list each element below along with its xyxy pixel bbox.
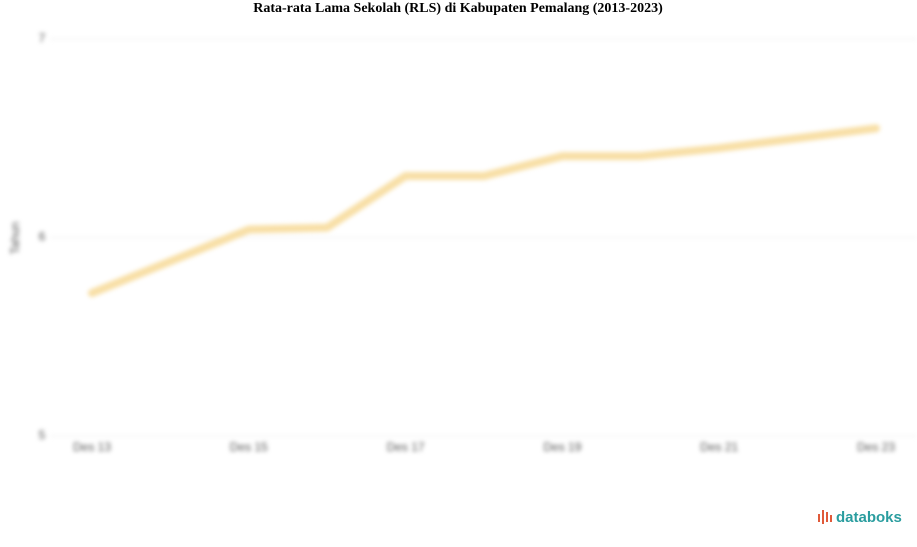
brand-logo: databoks — [818, 509, 902, 526]
y-tick-label: 7 — [39, 31, 46, 45]
chart-title: Rata-rata Lama Sekolah (RLS) di Kabupate… — [253, 1, 663, 16]
line-series — [88, 124, 880, 298]
x-tick-label: Des 19 — [543, 440, 581, 454]
logo-bar — [818, 514, 820, 522]
y-tick-label: 5 — [39, 428, 46, 442]
x-tick-label: Des 15 — [230, 440, 268, 454]
brand-text: databoks — [836, 509, 902, 526]
y-axis-label: Tahun — [8, 222, 22, 255]
logo-bar — [822, 510, 824, 524]
x-tick-label: Des 23 — [857, 440, 895, 454]
plot-area: Tahun 5 6 7 Des 13 Des 15 Des 17 Des 19 Des 21 D… — [8, 31, 917, 454]
y-tick-label: 6 — [39, 230, 46, 244]
x-tick-label: Des 13 — [73, 440, 111, 454]
x-tick-label: Des 21 — [700, 440, 738, 454]
logo-bar — [826, 512, 828, 522]
x-tick-label: Des 17 — [387, 440, 425, 454]
logo-bar — [830, 515, 832, 522]
